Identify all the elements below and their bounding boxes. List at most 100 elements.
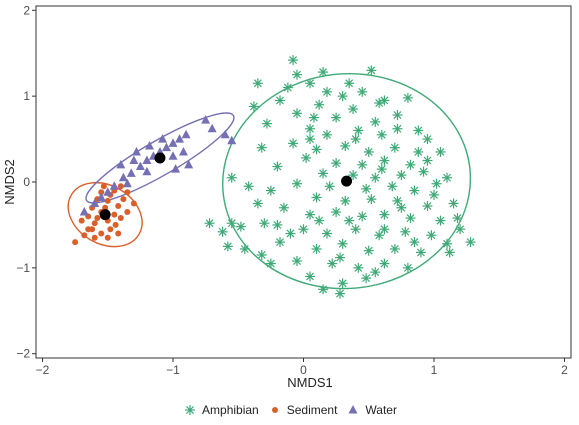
point-amphibian — [291, 255, 302, 266]
point-amphibian — [422, 201, 433, 212]
point-amphibian — [413, 146, 424, 157]
point-amphibian — [379, 155, 390, 166]
legend-label-amphibian: Amphibian — [202, 403, 259, 417]
point-sediment — [120, 196, 127, 203]
point-amphibian — [350, 224, 361, 235]
point-amphibian — [400, 226, 411, 237]
point-amphibian — [301, 152, 312, 163]
y-tick-label: −1 — [16, 261, 30, 275]
point-sediment — [117, 215, 124, 222]
point-amphibian — [428, 189, 439, 200]
point-sediment — [104, 197, 111, 204]
point-amphibian — [452, 213, 463, 224]
point-amphibian — [321, 129, 332, 140]
point-water — [135, 161, 145, 171]
point-sediment — [124, 189, 131, 196]
point-amphibian — [291, 69, 302, 80]
point-amphibian — [422, 134, 433, 145]
point-amphibian — [226, 172, 237, 183]
point-amphibian — [344, 215, 355, 226]
point-amphibian — [357, 159, 368, 170]
point-water — [220, 129, 230, 139]
point-amphibian — [442, 238, 453, 249]
point-amphibian — [370, 172, 381, 183]
point-amphibian — [252, 78, 263, 89]
legend-item-amphibian: Amphibian — [182, 402, 259, 418]
point-amphibian — [353, 125, 364, 136]
point-water — [142, 166, 152, 176]
point-amphibian — [396, 170, 407, 181]
point-water — [175, 134, 185, 143]
legend-label-sediment: Sediment — [286, 403, 338, 417]
centroid-amphibian — [341, 175, 353, 187]
point-amphibian — [305, 134, 316, 145]
point-amphibian — [405, 213, 416, 224]
point-amphibian — [348, 170, 359, 181]
point-amphibian — [387, 181, 398, 192]
point-amphibian — [222, 241, 233, 252]
point-amphibian — [248, 101, 259, 112]
point-amphibian — [311, 144, 322, 155]
centroid-sediment — [99, 209, 111, 221]
point-amphibian — [413, 125, 424, 136]
point-water — [168, 151, 178, 160]
point-water — [109, 181, 119, 190]
point-water — [122, 178, 132, 188]
point-amphibian — [442, 172, 453, 183]
point-amphibian — [363, 245, 374, 256]
x-tick-label: −2 — [36, 363, 50, 377]
point-sediment — [81, 232, 88, 239]
y-tick-label: −2 — [16, 347, 30, 361]
point-amphibian — [311, 192, 322, 203]
point-amphibian — [448, 198, 459, 209]
point-amphibian — [350, 134, 361, 145]
scatter-plot: −2 −1 0 1 2 −2 −1 0 1 2 NMDS1 NMDS2 — [2, 3, 572, 390]
x-tick-label: −1 — [166, 363, 180, 377]
point-water — [181, 129, 191, 139]
point-water — [161, 142, 171, 152]
point-sediment — [112, 221, 119, 228]
point-amphibian — [405, 159, 416, 170]
centroid-layer — [99, 152, 353, 221]
x-tick-label: 2 — [561, 363, 568, 377]
point-amphibian — [340, 140, 351, 151]
point-amphibian — [426, 230, 437, 241]
point-sediment — [130, 200, 137, 207]
point-amphibian — [389, 142, 400, 153]
point-sediment — [115, 203, 122, 210]
x-axis: −2 −1 0 1 2 — [36, 358, 568, 377]
point-amphibian — [379, 258, 390, 269]
x-tick-label: 0 — [300, 363, 307, 377]
point-amphibian — [226, 218, 237, 229]
point-water — [145, 140, 155, 150]
point-amphibian — [324, 181, 335, 192]
legend-marker-sediment — [271, 407, 278, 413]
point-amphibian — [376, 164, 387, 175]
point-amphibian — [465, 237, 476, 248]
point-amphibian — [337, 91, 348, 102]
point-amphibian — [327, 258, 338, 269]
point-sediment — [72, 239, 79, 246]
legend: Amphibian Sediment Water — [0, 398, 579, 422]
point-sediment — [104, 234, 111, 241]
x-tick-label: 1 — [431, 363, 438, 377]
legend-item-water: Water — [345, 402, 397, 418]
point-amphibian — [357, 211, 368, 222]
point-amphibian — [239, 243, 250, 254]
point-amphibian — [243, 181, 254, 192]
point-water — [227, 135, 237, 145]
point-amphibian — [392, 195, 403, 206]
plot-panel — [35, 5, 572, 359]
legend-label-water: Water — [365, 403, 397, 417]
point-water — [103, 187, 113, 196]
point-amphibian — [361, 273, 372, 284]
point-amphibian — [265, 258, 276, 269]
point-water — [201, 115, 211, 124]
point-amphibian — [422, 155, 433, 166]
point-amphibian — [265, 185, 276, 196]
ellipse-amphibian — [222, 72, 472, 290]
point-amphibian — [402, 262, 413, 273]
point-amphibian — [298, 224, 309, 235]
point-amphibian — [272, 219, 283, 230]
point-amphibian — [415, 247, 426, 258]
